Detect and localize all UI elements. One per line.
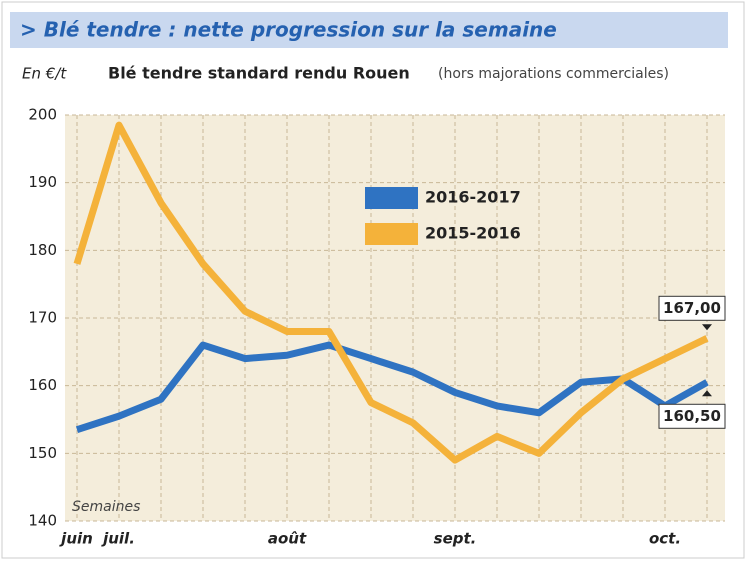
y-tick-label: 140 xyxy=(28,512,57,530)
line-0 xyxy=(75,341,709,433)
y-tick-label: 160 xyxy=(28,376,57,394)
legend-label: 2015-2016 xyxy=(425,224,521,243)
x-tick-label: sept. xyxy=(434,530,477,548)
label-box xyxy=(658,295,726,321)
label-box xyxy=(658,403,726,429)
chart-title: > Blé tendre : nette progression sur la … xyxy=(20,18,557,42)
subtitle-note: (hors majorations commerciales) xyxy=(438,66,669,82)
x-tick-label: juin xyxy=(59,530,93,548)
y-tick-label: 200 xyxy=(28,106,57,124)
label-pointer xyxy=(702,324,712,331)
x-tick-label: juil. xyxy=(101,530,135,548)
legend-box xyxy=(365,223,418,245)
label-pointer xyxy=(702,390,712,397)
y-tick-label: 180 xyxy=(28,241,57,259)
y-tick-label: 170 xyxy=(28,309,57,327)
title-bar xyxy=(10,12,728,48)
subtitle: Blé tendre standard rendu Rouen xyxy=(108,64,410,83)
y-axis-label: En €/t xyxy=(22,65,67,83)
data-label: 160,50 xyxy=(663,407,721,425)
x-tick-label: oct. xyxy=(649,530,681,548)
line-1 xyxy=(73,121,709,464)
legend-box xyxy=(365,187,418,209)
x-axis-label: Semaines xyxy=(72,499,140,515)
y-tick-label: 150 xyxy=(28,444,57,462)
legend-label: 2016-2017 xyxy=(425,188,521,207)
x-tick-label: août xyxy=(268,530,307,548)
y-tick-label: 190 xyxy=(28,173,57,191)
data-label: 167,00 xyxy=(663,299,721,317)
